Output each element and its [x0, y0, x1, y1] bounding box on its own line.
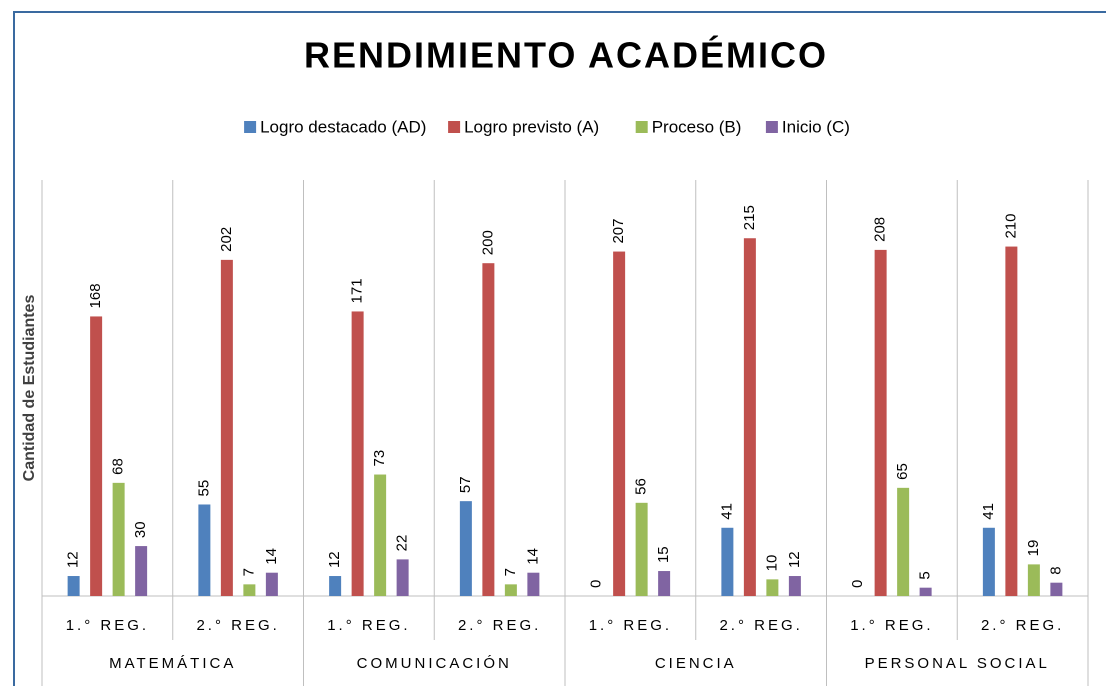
data-label: 12: [65, 551, 82, 568]
data-label: 22: [394, 535, 411, 552]
bar: [243, 584, 256, 596]
data-label: 171: [349, 278, 366, 303]
data-label: 68: [110, 458, 127, 475]
data-label: 8: [1047, 566, 1064, 574]
data-label: 55: [195, 480, 212, 497]
bar: [351, 311, 364, 596]
bar: [1005, 246, 1018, 596]
group-label: PERSONAL SOCIAL: [865, 655, 1050, 672]
data-label: 41: [980, 503, 997, 520]
bar: [112, 482, 125, 596]
bar: [788, 576, 801, 596]
legend-swatch: [765, 121, 778, 133]
data-label: 10: [763, 555, 780, 572]
data-label: 168: [87, 283, 104, 308]
bar: [635, 502, 648, 596]
x-tick-label: 1.° REG.: [327, 617, 410, 634]
data-label: 14: [263, 548, 280, 565]
bar: [766, 579, 779, 596]
bar: [721, 527, 734, 596]
legend-swatch: [635, 121, 648, 133]
group-label: COMUNICACIÓN: [357, 655, 512, 672]
data-label: 210: [1002, 214, 1019, 239]
legend-swatch: [448, 121, 461, 133]
bar: [135, 546, 148, 596]
bar: [396, 559, 409, 596]
bar: [198, 504, 211, 596]
data-label: 7: [502, 568, 519, 576]
data-label: 30: [132, 521, 149, 538]
legend-label: Inicio (C): [782, 117, 850, 136]
bar: [982, 527, 995, 596]
x-tick-label: 1.° REG.: [66, 617, 149, 634]
data-label: 56: [633, 478, 650, 495]
legend-label: Logro previsto (A): [464, 117, 599, 136]
bar: [897, 487, 910, 596]
data-label: 57: [457, 476, 474, 493]
legend-label: Proceso (B): [652, 117, 742, 136]
data-label: 12: [326, 551, 343, 568]
data-label: 0: [849, 580, 866, 588]
data-label: 7: [240, 568, 257, 576]
group-label: CIENCIA: [655, 655, 737, 672]
data-label: 19: [1025, 540, 1042, 557]
bar: [459, 501, 472, 596]
frame: [13, 11, 1106, 686]
bar: [90, 316, 103, 596]
bar: [329, 576, 342, 596]
bar: [874, 249, 887, 596]
data-label: 208: [872, 217, 889, 242]
bar: [220, 259, 233, 596]
x-tick-label: 2.° REG.: [719, 617, 802, 634]
data-label: 5: [917, 571, 934, 579]
bar: [743, 238, 756, 597]
bar: [504, 584, 517, 596]
bar: [919, 587, 932, 596]
bar: [658, 571, 671, 596]
bar: [482, 263, 495, 596]
legend-label: Logro destacado (AD): [260, 117, 426, 136]
x-tick-label: 2.° REG.: [458, 617, 541, 634]
data-label: 207: [610, 219, 627, 244]
x-tick-label: 2.° REG.: [196, 617, 279, 634]
x-tick-label: 1.° REG.: [850, 617, 933, 634]
data-label: 202: [218, 227, 235, 252]
x-tick-label: 2.° REG.: [981, 617, 1064, 634]
bar: [1050, 582, 1063, 596]
bar: [1027, 564, 1040, 596]
data-label: 215: [741, 205, 758, 230]
data-label: 14: [524, 548, 541, 565]
chart-title: RENDIMIENTO ACADÉMICO: [304, 35, 828, 76]
y-axis-label: Cantidad de Estudiantes: [21, 295, 38, 482]
bar: [527, 572, 540, 596]
data-label: 200: [479, 230, 496, 255]
data-label: 65: [894, 463, 911, 480]
x-tick-label: 1.° REG.: [589, 617, 672, 634]
data-label: 41: [718, 503, 735, 520]
bar: [67, 576, 80, 596]
bar: [374, 474, 387, 596]
bar: [613, 251, 626, 596]
group-label: MATEMÁTICA: [109, 655, 236, 672]
data-label: 12: [786, 551, 803, 568]
data-label: 73: [371, 450, 388, 467]
legend-swatch: [244, 121, 257, 133]
bar: [265, 572, 278, 596]
data-label: 0: [588, 580, 605, 588]
data-label: 15: [655, 546, 672, 563]
